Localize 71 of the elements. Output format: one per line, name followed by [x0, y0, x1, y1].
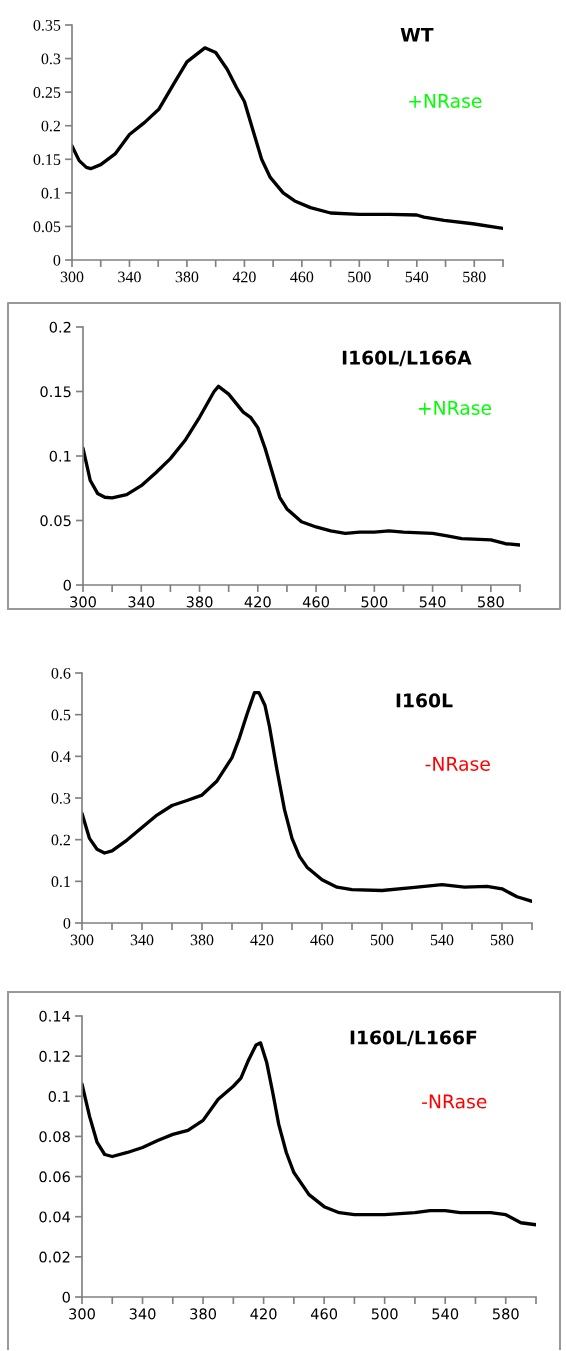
x-tick-label: 540 [430, 934, 454, 946]
x-tick-label: 380 [190, 1308, 217, 1320]
x-tick-label: 380 [190, 934, 214, 946]
x-tick-label: 540 [419, 596, 446, 608]
y-tick-label: 0.14 [39, 1010, 71, 1022]
y-tick-label: 0.2 [41, 120, 61, 132]
y-tick-label: 0 [63, 917, 71, 929]
x-tick-label: 300 [60, 271, 84, 283]
x-tick-label: 460 [302, 596, 330, 608]
x-tick-label: 580 [478, 596, 504, 608]
line-series [72, 46, 503, 231]
annotation: -NRase [422, 1094, 487, 1109]
text: I160L/L166A [342, 350, 472, 367]
y-tick-label: 0.04 [39, 1211, 71, 1223]
x-tick-label: 420 [250, 1308, 277, 1320]
x-tick-label: 420 [250, 934, 274, 946]
y-tick-label: 0.35 [33, 19, 61, 31]
x-tick-label: 580 [490, 934, 514, 946]
x-tick-label: 420 [232, 271, 256, 283]
x-tick-label: 300 [69, 1308, 95, 1320]
line-series [82, 690, 532, 903]
chart-title: WT [400, 27, 434, 42]
annotation: +NRase [418, 401, 492, 415]
x-tick-label: 460 [310, 934, 334, 946]
y-tick-label: 0.1 [48, 1091, 70, 1103]
x-tick-label: 580 [463, 271, 486, 283]
y-tick-label: 0.2 [51, 834, 71, 846]
x-tick-label: 340 [130, 934, 154, 946]
y-tick-label: 0.15 [33, 154, 61, 166]
y-tick-label: 0.15 [40, 386, 71, 398]
y-tick-label: 0.3 [51, 792, 71, 804]
y-tick-label: 0.3 [41, 53, 61, 65]
y-tick-label: 0.05 [33, 221, 61, 233]
y-tick-label: 0.1 [51, 876, 70, 888]
y-tick-label: 0.06 [39, 1171, 70, 1183]
text: I160L/L166F [350, 1030, 477, 1047]
x-tick-label: 540 [432, 1308, 459, 1320]
y-tick-label: 0 [63, 579, 71, 591]
text: I160L [396, 693, 453, 708]
x-tick-label: 380 [175, 271, 199, 283]
annotation: -NRase [425, 757, 490, 771]
y-tick-label: 0 [53, 254, 61, 266]
x-tick-label: 300 [70, 934, 94, 946]
x-tick-label: 500 [371, 1308, 398, 1320]
y-tick-label: 0.1 [49, 450, 71, 462]
x-tick-label: 340 [118, 271, 141, 283]
x-tick-label: 460 [310, 1308, 338, 1320]
y-tick-label: 0.08 [39, 1131, 70, 1143]
y-tick-label: 0.05 [40, 515, 71, 527]
y-tick-label: 0.6 [51, 667, 71, 679]
x-tick-label: 460 [290, 271, 314, 283]
y-tick-label: 0.4 [51, 751, 71, 763]
y-tick-label: 0.5 [51, 709, 71, 721]
y-tick-label: 0.2 [49, 321, 71, 333]
x-tick-label: 340 [128, 596, 155, 608]
x-tick-label: 380 [186, 596, 213, 608]
x-tick-label: 580 [492, 1308, 519, 1320]
x-tick-label: 500 [370, 934, 394, 946]
x-tick-label: 540 [405, 271, 429, 283]
annotation: +NRase [409, 94, 482, 108]
y-tick-label: 0.25 [33, 87, 61, 98]
x-tick-label: 300 [70, 596, 96, 608]
y-tick-label: 0 [62, 1291, 70, 1303]
y-tick-label: 0.02 [39, 1251, 70, 1263]
x-tick-label: 500 [361, 596, 388, 608]
line-series [83, 384, 520, 547]
y-tick-label: 0.12 [39, 1050, 70, 1062]
y-tick-label: 0.1 [41, 187, 60, 199]
x-tick-label: 340 [129, 1308, 156, 1320]
x-tick-label: 420 [244, 596, 271, 608]
x-tick-label: 500 [348, 271, 371, 283]
